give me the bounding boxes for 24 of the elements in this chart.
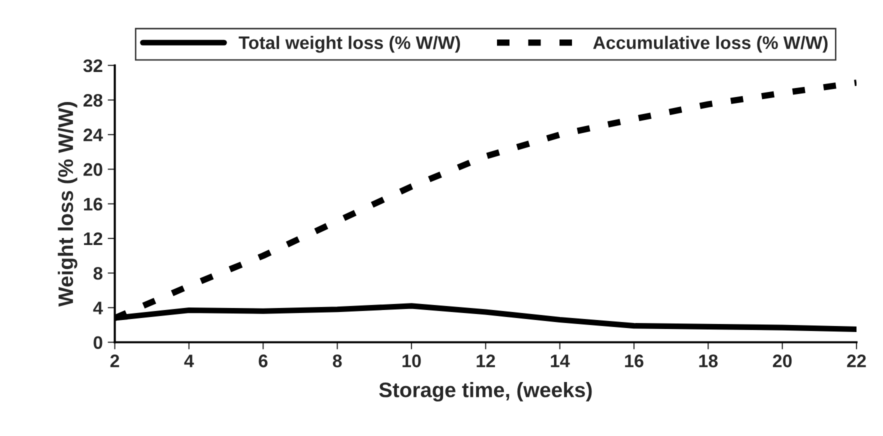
legend-label: Total weight loss (% W/W) (238, 36, 460, 53)
y-tick-label: 8 (94, 266, 102, 280)
y-tick-label: 12 (84, 232, 102, 245)
x-tick-label: 4 (184, 354, 194, 368)
y-tick-label: 24 (84, 128, 103, 142)
x-axis-title: Storage time, (weeks) (379, 382, 592, 402)
legend-label: Accumulative loss (% W/W) (593, 36, 828, 53)
x-tick-label: 2 (110, 354, 120, 368)
x-tick-label: 6 (258, 354, 268, 368)
x-tick-label: 20 (772, 354, 792, 368)
x-tick-label: 14 (550, 354, 570, 368)
y-tick-label: 32 (83, 59, 102, 72)
y-tick-label: 0 (94, 336, 102, 349)
x-tick-label: 16 (625, 354, 644, 368)
y-tick-label: 16 (84, 198, 102, 211)
y-tick-label: 28 (84, 94, 102, 107)
x-tick-label: 10 (402, 354, 421, 368)
y-axis-title: Weight loss (% W/W) (58, 102, 78, 307)
x-tick-label: 12 (476, 354, 495, 368)
x-tick-label: 18 (699, 354, 718, 368)
y-tick-label: 4 (93, 302, 103, 314)
y-tick-label: 20 (84, 163, 102, 176)
x-tick-label: 8 (332, 354, 342, 368)
x-tick-label: 22 (847, 354, 866, 368)
